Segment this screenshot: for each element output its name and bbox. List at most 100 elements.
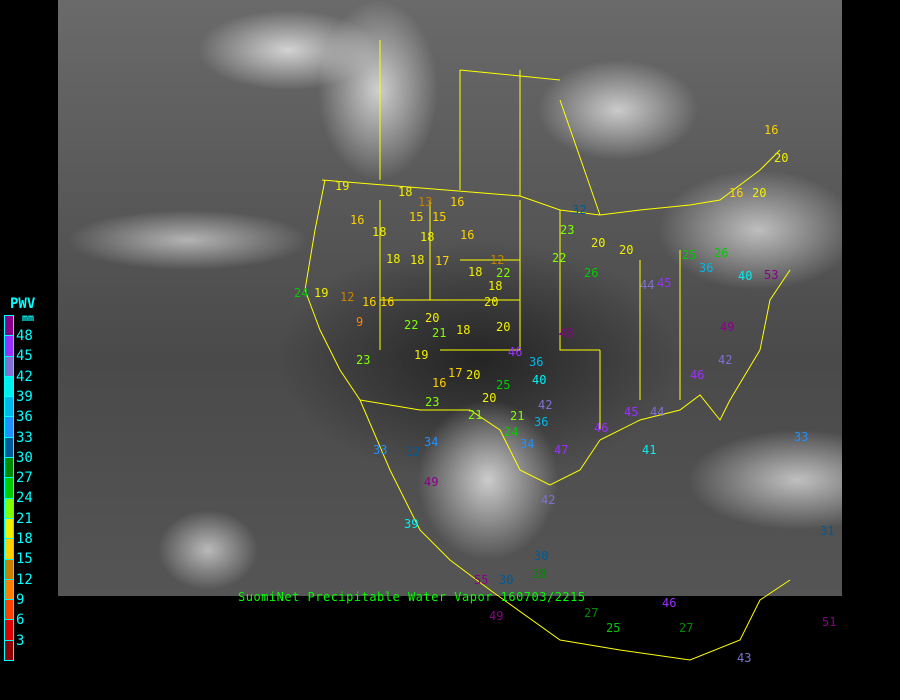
legend-swatch <box>4 620 14 641</box>
legend-unit: mm <box>22 313 35 324</box>
station-pwv-value: 16 <box>729 186 744 200</box>
legend-swatch <box>4 437 14 459</box>
station-pwv-value: 46 <box>508 345 523 359</box>
legend-swatch <box>4 498 14 519</box>
legend-swatch <box>4 518 14 540</box>
legend-swatch <box>4 356 14 377</box>
legend-label: 3 <box>16 632 25 649</box>
station-pwv-value: 55 <box>474 573 489 587</box>
station-pwv-value: 49 <box>720 320 735 334</box>
station-pwv-value: 49 <box>489 609 504 623</box>
station-pwv-value: 18 <box>386 252 401 266</box>
station-pwv-value: 20 <box>591 236 606 250</box>
station-pwv-value: 27 <box>584 606 599 620</box>
station-pwv-value: 39 <box>404 517 419 531</box>
station-pwv-value: 15 <box>432 210 447 224</box>
station-pwv-value: 28 <box>532 567 547 581</box>
station-pwv-value: 18 <box>468 265 483 279</box>
station-pwv-value: 16 <box>362 295 377 309</box>
legend-label: 6 <box>16 612 25 629</box>
station-pwv-value: 16 <box>350 213 365 227</box>
station-pwv-value: 20 <box>774 151 789 165</box>
station-pwv-value: 34 <box>520 437 535 451</box>
legend-swatch <box>4 397 14 418</box>
map-caption: SuomiNet Precipitable Water Vapor 160703… <box>238 590 586 604</box>
legend-title: PWV <box>10 296 36 312</box>
station-pwv-value: 45 <box>657 276 672 290</box>
station-pwv-value: 36 <box>699 261 714 275</box>
station-pwv-value: 22 <box>552 251 567 265</box>
station-pwv-value: 12 <box>340 290 355 304</box>
station-pwv-value: 34 <box>424 435 439 449</box>
station-pwv-value: 20 <box>482 391 497 405</box>
station-pwv-value: 27 <box>679 621 694 635</box>
station-pwv-value: 42 <box>541 493 556 507</box>
station-pwv-value: 18 <box>456 323 471 337</box>
legend-swatch <box>4 539 14 560</box>
legend-swatch <box>4 640 14 662</box>
station-pwv-value: 30 <box>534 549 549 563</box>
station-pwv-value: 20 <box>484 295 499 309</box>
legend-label: 45 <box>16 348 33 365</box>
legend-label: 36 <box>16 409 33 426</box>
legend-label: 21 <box>16 510 33 527</box>
station-pwv-value: 45 <box>624 405 639 419</box>
station-pwv-value: 18 <box>372 225 387 239</box>
station-pwv-value: 21 <box>432 326 447 340</box>
station-pwv-value: 48 <box>559 326 574 340</box>
station-pwv-value: 42 <box>718 353 733 367</box>
us-mexico-border <box>359 399 601 486</box>
station-pwv-value: 22 <box>496 266 511 280</box>
station-pwv-value: 16 <box>460 228 475 242</box>
station-pwv-value: 20 <box>496 320 511 334</box>
legend-label: 39 <box>16 388 33 405</box>
station-pwv-value: 18 <box>420 230 435 244</box>
legend-label: 24 <box>16 490 33 507</box>
station-pwv-value: 24 <box>504 425 519 439</box>
state-lines <box>379 200 681 430</box>
station-pwv-value: 44 <box>650 405 665 419</box>
legend-swatch <box>4 417 14 438</box>
station-pwv-value: 19 <box>314 286 329 300</box>
station-pwv-value: 13 <box>418 195 433 209</box>
station-pwv-value: 25 <box>496 378 511 392</box>
station-pwv-value: 16 <box>380 295 395 309</box>
legend-swatch <box>4 579 14 601</box>
station-pwv-value: 20 <box>425 311 440 325</box>
legend-label: 18 <box>16 531 33 547</box>
legend-label: 12 <box>16 571 33 588</box>
station-pwv-value: 23 <box>356 353 371 367</box>
station-pwv-value: 40 <box>738 269 753 283</box>
station-pwv-value: 53 <box>764 268 779 282</box>
station-pwv-value: 42 <box>538 398 553 412</box>
station-pwv-value: 44 <box>640 278 655 292</box>
station-pwv-value: 47 <box>554 443 569 457</box>
station-pwv-value: 25 <box>682 248 697 262</box>
station-pwv-value: 33 <box>373 443 388 457</box>
station-pwv-value: 9 <box>356 315 364 329</box>
mexico-outline <box>359 399 791 661</box>
station-pwv-value: 18 <box>488 279 503 293</box>
station-pwv-value: 26 <box>714 246 729 260</box>
station-pwv-value: 36 <box>529 355 544 369</box>
legend-label: 15 <box>16 551 33 568</box>
legend-swatch <box>4 336 14 357</box>
west-coast <box>304 179 361 401</box>
legend-label: 33 <box>16 429 33 446</box>
station-pwv-value: 20 <box>619 243 634 257</box>
station-pwv-value: 41 <box>642 443 657 457</box>
station-pwv-value: 23 <box>425 395 440 409</box>
station-pwv-value: 15 <box>409 210 424 224</box>
legend-swatch <box>4 478 14 499</box>
legend-swatch <box>4 559 14 580</box>
station-pwv-value: 40 <box>532 373 547 387</box>
station-pwv-value: 24 <box>294 286 309 300</box>
station-pwv-value: 17 <box>435 254 450 268</box>
station-pwv-value: 19 <box>414 348 429 362</box>
station-pwv-value: 32 <box>406 445 421 459</box>
station-pwv-value: 17 <box>448 366 463 380</box>
legend-swatch <box>4 376 14 398</box>
station-pwv-value: 22 <box>404 318 419 332</box>
station-pwv-value: 21 <box>468 408 483 422</box>
